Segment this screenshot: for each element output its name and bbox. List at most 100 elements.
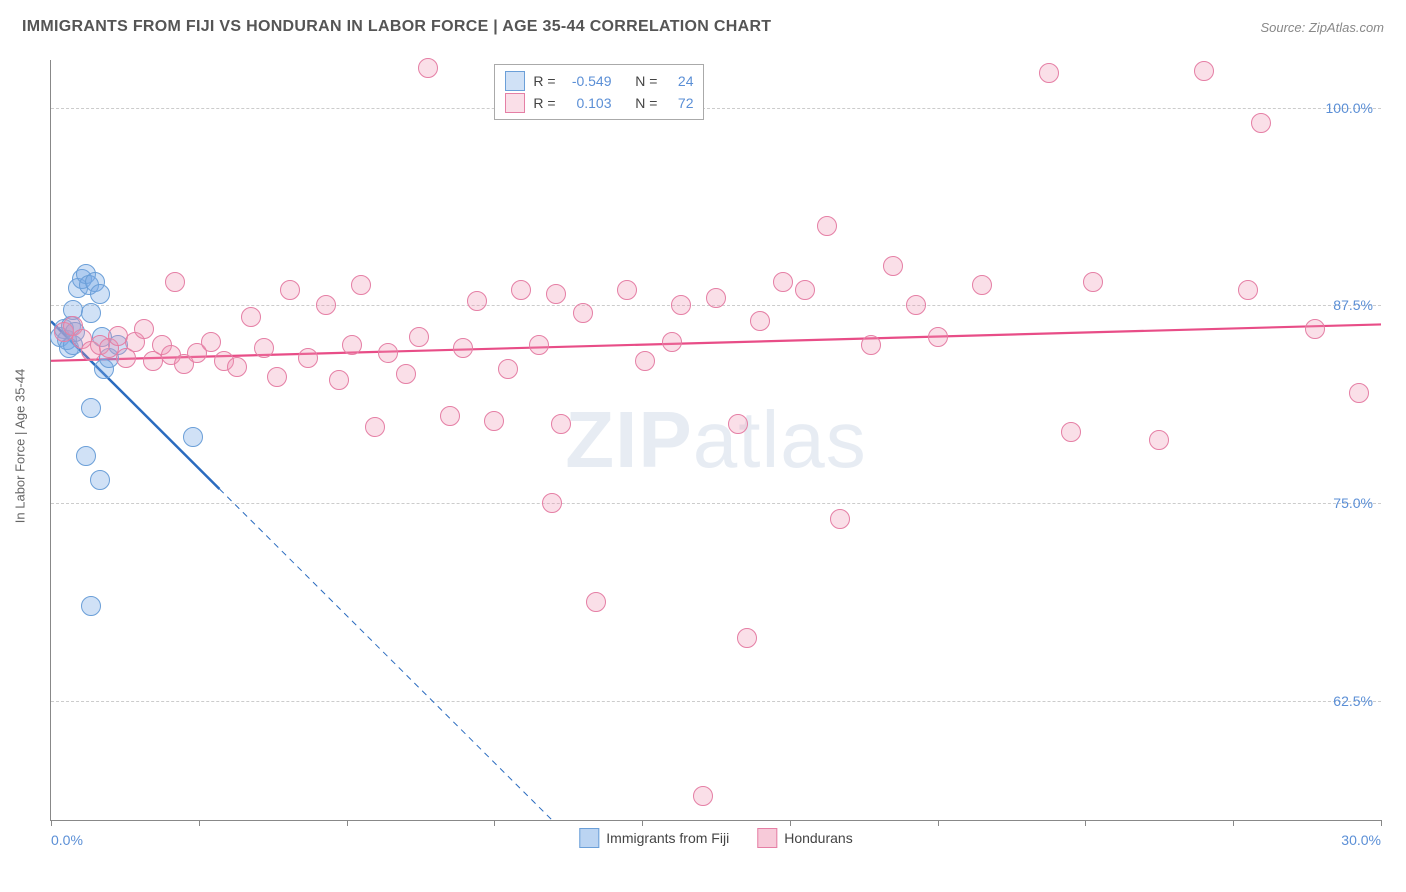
honduran-point <box>573 303 593 323</box>
legend-swatch <box>757 828 777 848</box>
fiji-point <box>90 470 110 490</box>
honduran-point <box>453 338 473 358</box>
chart-title: IMMIGRANTS FROM FIJI VS HONDURAN IN LABO… <box>22 18 771 36</box>
honduran-point <box>1061 422 1081 442</box>
x-tick-label: 30.0% <box>1341 832 1381 848</box>
honduran-point <box>396 364 416 384</box>
x-tick <box>1233 820 1234 826</box>
honduran-point <box>542 493 562 513</box>
honduran-point <box>1251 113 1271 133</box>
honduran-point <box>342 335 362 355</box>
honduran-point <box>617 280 637 300</box>
honduran-point <box>706 288 726 308</box>
gridline <box>51 701 1381 702</box>
honduran-point <box>1149 430 1169 450</box>
honduran-point <box>227 357 247 377</box>
honduran-point <box>280 280 300 300</box>
correlation-legend: R =-0.549 N =24R =0.103 N =72 <box>494 64 704 120</box>
fiji-point <box>81 398 101 418</box>
honduran-point <box>409 327 429 347</box>
source-attribution: Source: ZipAtlas.com <box>1260 20 1384 35</box>
x-tick <box>642 820 643 826</box>
legend-item: Hondurans <box>757 828 853 848</box>
legend-swatch <box>505 93 525 113</box>
x-tick <box>938 820 939 826</box>
honduran-point <box>484 411 504 431</box>
honduran-point <box>511 280 531 300</box>
y-axis-label: In Labor Force | Age 35-44 <box>13 369 28 523</box>
honduran-point <box>1083 272 1103 292</box>
honduran-point <box>165 272 185 292</box>
honduran-point <box>351 275 371 295</box>
honduran-point <box>1039 63 1059 83</box>
x-tick <box>1085 820 1086 826</box>
honduran-point <box>498 359 518 379</box>
honduran-point <box>551 414 571 434</box>
y-tick-label: 75.0% <box>1333 495 1373 511</box>
honduran-point <box>134 319 154 339</box>
honduran-point <box>1349 383 1369 403</box>
honduran-point <box>662 332 682 352</box>
fiji-point <box>90 284 110 304</box>
legend-label: Hondurans <box>784 830 853 846</box>
honduran-point <box>737 628 757 648</box>
honduran-point <box>298 348 318 368</box>
legend-label: Immigrants from Fiji <box>606 830 729 846</box>
x-tick <box>790 820 791 826</box>
x-tick-label: 0.0% <box>51 832 83 848</box>
honduran-point <box>728 414 748 434</box>
honduran-point <box>671 295 691 315</box>
plot-area: ZIPatlas 62.5%75.0%87.5%100.0%0.0%30.0%R… <box>50 60 1381 821</box>
x-tick <box>199 820 200 826</box>
x-tick <box>347 820 348 826</box>
honduran-point <box>201 332 221 352</box>
honduran-point <box>365 417 385 437</box>
honduran-point <box>329 370 349 390</box>
honduran-point <box>972 275 992 295</box>
gridline <box>51 503 1381 504</box>
legend-swatch <box>505 71 525 91</box>
fiji-point <box>76 446 96 466</box>
x-tick <box>51 820 52 826</box>
x-tick <box>494 820 495 826</box>
honduran-point <box>267 367 287 387</box>
title-bar: IMMIGRANTS FROM FIJI VS HONDURAN IN LABO… <box>22 18 1384 36</box>
honduran-point <box>254 338 274 358</box>
legend-swatch <box>579 828 599 848</box>
honduran-point <box>750 311 770 331</box>
honduran-point <box>928 327 948 347</box>
y-tick-label: 100.0% <box>1326 100 1373 116</box>
series-legend: Immigrants from Fiji Hondurans <box>579 828 852 848</box>
honduran-point <box>1194 61 1214 81</box>
honduran-point <box>635 351 655 371</box>
x-tick <box>1381 820 1382 826</box>
legend-row: R =-0.549 N =24 <box>505 70 693 92</box>
honduran-point <box>1238 280 1258 300</box>
honduran-point <box>861 335 881 355</box>
honduran-point <box>773 272 793 292</box>
honduran-point <box>440 406 460 426</box>
honduran-point <box>241 307 261 327</box>
fiji-point <box>183 427 203 447</box>
honduran-point <box>795 280 815 300</box>
honduran-point <box>378 343 398 363</box>
honduran-point <box>546 284 566 304</box>
honduran-point <box>830 509 850 529</box>
honduran-point <box>467 291 487 311</box>
trend-lines <box>51 60 1381 820</box>
honduran-point <box>817 216 837 236</box>
honduran-point <box>586 592 606 612</box>
fiji-point <box>81 303 101 323</box>
fiji-point <box>81 596 101 616</box>
watermark: ZIPatlas <box>565 394 866 486</box>
legend-item: Immigrants from Fiji <box>579 828 729 848</box>
legend-row: R =0.103 N =72 <box>505 92 693 114</box>
y-tick-label: 87.5% <box>1333 297 1373 313</box>
honduran-point <box>693 786 713 806</box>
honduran-point <box>418 58 438 78</box>
gridline <box>51 108 1381 109</box>
y-tick-label: 62.5% <box>1333 693 1373 709</box>
honduran-point <box>883 256 903 276</box>
honduran-point <box>316 295 336 315</box>
honduran-point <box>906 295 926 315</box>
